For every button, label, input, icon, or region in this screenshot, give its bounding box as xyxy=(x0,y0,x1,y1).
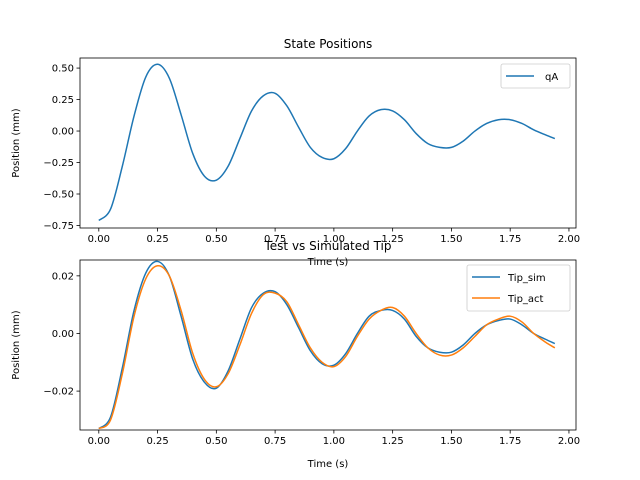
y-tick-label: 0.00 xyxy=(52,329,74,340)
x-tick-label: 1.75 xyxy=(499,234,521,245)
chart-title: Test vs Simulated Tip xyxy=(264,239,392,253)
x-tick-label: 1.75 xyxy=(499,436,521,447)
y-tick-label: −0.75 xyxy=(43,221,74,232)
x-tick-label: 1.00 xyxy=(323,436,345,447)
legend-label-qA: qA xyxy=(545,72,558,83)
tick-group: 0.00 0.25 0.50 0.75 1.00 1.25 1.50 1.75 2.00 0.50… xyxy=(43,64,580,245)
x-tick-label: 2.00 xyxy=(558,436,580,447)
series-line-qa xyxy=(98,63,556,222)
x-tick-label: 0.00 xyxy=(88,234,110,245)
state-positions-chart: State Positions Time (s) Position (mm) 0… xyxy=(11,37,580,268)
tip-comparison-chart: Test vs Simulated Tip Time (s) Position … xyxy=(11,239,580,470)
x-tick-label: 1.50 xyxy=(440,436,462,447)
legend: Tip_sim Tip_act xyxy=(466,264,571,312)
x-tick-label: 1.25 xyxy=(382,436,404,447)
y-tick-label: 0.25 xyxy=(52,95,74,106)
y-tick-label: −0.25 xyxy=(43,158,74,169)
x-tick-label: 1.25 xyxy=(382,234,404,245)
y-axis-label: Position (mm) xyxy=(11,108,22,177)
x-tick-label: 1.50 xyxy=(440,234,462,245)
legend: qA xyxy=(500,63,571,89)
x-tick-label: 0.00 xyxy=(88,436,110,447)
y-tick-label: 0.02 xyxy=(52,271,74,282)
tick-group: 0.00 0.25 0.50 0.75 1.00 1.25 1.50 1.75 2.00 0.02… xyxy=(43,271,580,447)
x-axis-label: Time (s) xyxy=(307,257,349,268)
series-group xyxy=(98,63,556,222)
y-tick-label: 0.00 xyxy=(52,127,74,138)
y-tick-label: −0.50 xyxy=(43,190,74,201)
x-tick-label: 2.00 xyxy=(558,234,580,245)
x-tick-label: 0.75 xyxy=(264,234,286,245)
legend-box xyxy=(500,63,571,89)
legend-label-tip-act: Tip_act xyxy=(507,294,544,305)
plot-frame xyxy=(79,57,577,229)
x-tick-label: 0.25 xyxy=(146,436,168,447)
plot-frame xyxy=(79,259,577,431)
chart-title: State Positions xyxy=(284,37,373,51)
x-tick-label: 0.50 xyxy=(205,436,227,447)
x-tick-label: 0.25 xyxy=(146,234,168,245)
series-line-tip-act xyxy=(98,265,556,430)
x-tick-label: 1.00 xyxy=(323,234,345,245)
y-axis-label: Position (mm) xyxy=(11,310,22,379)
x-axis-label: Time (s) xyxy=(307,459,349,470)
x-tick-label: 0.75 xyxy=(264,436,286,447)
y-tick-label: −0.02 xyxy=(43,387,74,398)
legend-label-tip-sim: Tip_sim xyxy=(507,273,546,284)
y-tick-label: 0.50 xyxy=(52,64,74,75)
x-tick-label: 0.50 xyxy=(205,234,227,245)
series-group xyxy=(98,260,556,430)
